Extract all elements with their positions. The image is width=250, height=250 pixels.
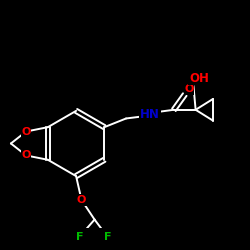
Text: F: F <box>104 232 111 242</box>
Text: O: O <box>22 126 31 136</box>
Text: HN: HN <box>140 108 160 121</box>
Text: O: O <box>77 195 86 205</box>
Text: O: O <box>22 150 31 160</box>
Text: O: O <box>184 84 194 94</box>
Text: OH: OH <box>189 72 209 85</box>
Text: F: F <box>76 232 83 242</box>
